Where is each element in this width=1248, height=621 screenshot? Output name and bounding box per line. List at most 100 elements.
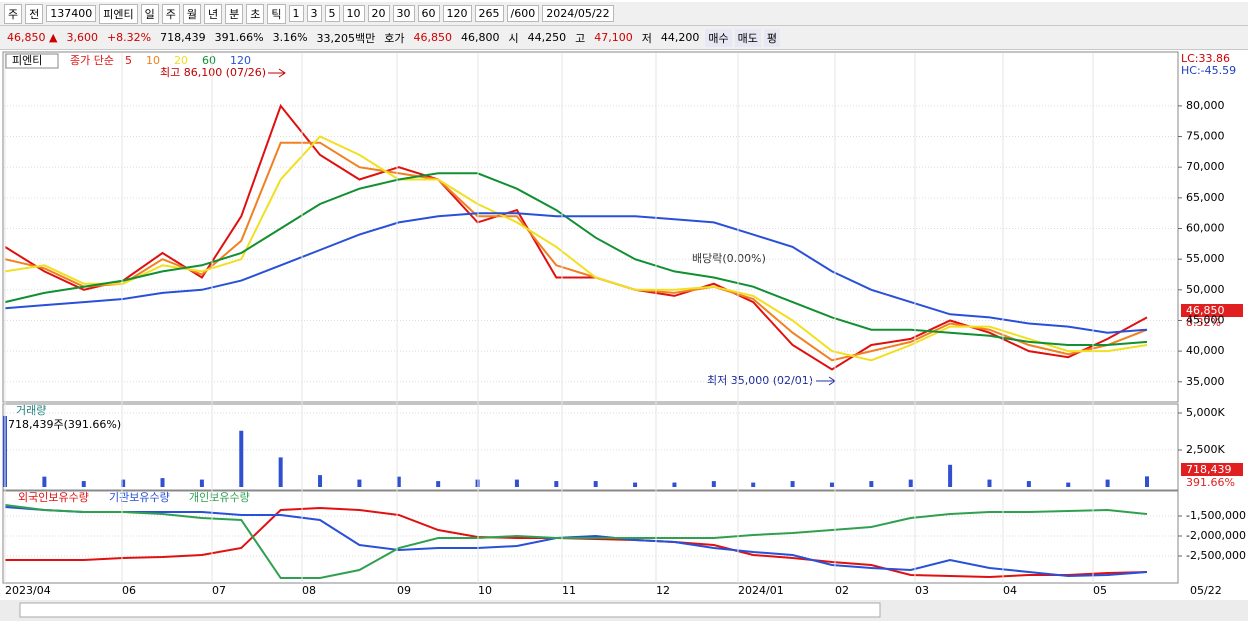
quote-item[interactable]: 46,850: [413, 31, 453, 44]
series-line: [4, 172, 1148, 346]
toolbar-item[interactable]: 137400: [46, 5, 97, 22]
volume-bar: [908, 479, 913, 487]
volume-bar: [751, 482, 756, 487]
series-line: [4, 212, 1148, 334]
stock-name: 피엔티: [12, 54, 42, 67]
toolbar-item[interactable]: 일: [140, 3, 159, 24]
toolbar-item[interactable]: 120: [442, 5, 472, 22]
toolbar-item[interactable]: 10: [342, 5, 365, 22]
toolbar-item[interactable]: 5: [324, 5, 340, 22]
toolbar-item[interactable]: 년: [204, 3, 223, 24]
toolbar-item[interactable]: 틱: [267, 3, 286, 24]
toolbar-item[interactable]: 2024/05/22: [542, 5, 614, 22]
toolbar-item[interactable]: 1: [288, 5, 304, 22]
volume-bar: [948, 464, 953, 487]
quote-item[interactable]: 저: [641, 31, 652, 45]
high-note: 최고 86,100 (07/26): [160, 66, 266, 79]
high-arrow: [268, 68, 286, 78]
volume-bar: [554, 481, 559, 487]
y-tick-label: 55,000: [1186, 252, 1225, 265]
x-tick-label: 09: [397, 584, 411, 597]
legend-entry: 외국인보유수량: [18, 491, 89, 504]
volume-bar: [869, 481, 874, 487]
quote-item[interactable]: 44,250: [527, 31, 567, 44]
quote-item[interactable]: 매도: [734, 28, 761, 47]
series-line: [4, 141, 1148, 362]
volume-bar: [396, 476, 401, 487]
quote-item[interactable]: 3.16%: [272, 31, 308, 44]
quote-item[interactable]: 매수: [705, 28, 732, 47]
y-tick-label: 45,000: [1186, 313, 1225, 326]
volume-bar: [1105, 479, 1110, 487]
toolbar-item[interactable]: 주: [4, 3, 23, 24]
hc-label: HC:-45.59: [1181, 64, 1236, 77]
toolbar-item[interactable]: /600: [506, 5, 540, 22]
toolbar-item[interactable]: 주: [161, 3, 180, 24]
volume-bar: [81, 481, 86, 487]
volume-title: 거래량: [16, 404, 46, 417]
price-panel: [2, 51, 1179, 403]
quote-item[interactable]: 46,800: [461, 31, 500, 44]
toolbar-item[interactable]: 20: [367, 5, 390, 22]
x-tick-label: 12: [656, 584, 670, 597]
quote-item[interactable]: 44,200: [660, 31, 700, 44]
volume-bar: [357, 479, 362, 487]
quote-item[interactable]: 고: [575, 31, 586, 45]
series-line: [4, 103, 1148, 371]
last-ratio: 391.66%: [1186, 476, 1235, 489]
y-tick-label: -2,500,000: [1186, 549, 1246, 562]
volume-bar: [1026, 481, 1031, 487]
volume-bar: [239, 430, 244, 487]
last-volume-box: [1181, 463, 1243, 476]
toolbar-item[interactable]: 전: [25, 3, 44, 24]
quote-item[interactable]: 시: [508, 31, 519, 45]
quote-item[interactable]: 718,439: [160, 31, 206, 44]
volume-bar: [790, 481, 795, 487]
volume-panel: [2, 403, 1179, 491]
x-tick-label: 04: [1003, 584, 1017, 597]
quote-item[interactable]: 46,850 ▲: [7, 31, 58, 44]
last-price-box: [1181, 304, 1243, 317]
volume-bar: [633, 482, 638, 487]
volume-bar: [672, 482, 677, 487]
x-tick-label: 07: [212, 584, 226, 597]
scroll-track[interactable]: [19, 602, 881, 618]
toolbar-item[interactable]: 분: [225, 3, 244, 24]
legend-entry: 20: [174, 54, 188, 67]
quote-item[interactable]: 호가: [384, 31, 405, 45]
volume-bar: [1066, 482, 1071, 487]
toolbar-item[interactable]: 30: [392, 5, 415, 22]
toolbar-item[interactable]: 월: [182, 3, 201, 24]
toolbar-item[interactable]: 265: [474, 5, 504, 22]
y-tick-label: 5,000K: [1186, 406, 1225, 419]
toolbar-item[interactable]: 60: [417, 5, 440, 22]
volume-bar: [829, 482, 834, 487]
last-price: 46,850: [1186, 304, 1225, 317]
quote-item[interactable]: +8.32%: [106, 31, 152, 44]
legend-entry: 60: [202, 54, 216, 67]
quote-item[interactable]: 평: [763, 28, 781, 47]
volume-bar: [278, 457, 283, 487]
y-tick-label: 35,000: [1186, 375, 1225, 388]
volume-bar: [711, 481, 716, 487]
y-tick-label: 75,000: [1186, 130, 1225, 143]
quote-bar: 46,850 ▲ 3,600 +8.32% 718,439 391.66% 3.16% 33…: [0, 26, 1248, 50]
quote-item[interactable]: 33,205백만: [316, 31, 376, 45]
series-line: [4, 504, 1148, 579]
quote-item[interactable]: 47,100: [594, 31, 633, 44]
y-tick-label: 70,000: [1186, 160, 1225, 173]
toolbar: 주 전 137400 피엔티 일 주 월 년 분 초 틱 1 3 5 10 20 30 60 120 265/600 2…: [0, 2, 1248, 26]
volume-bar: [1145, 476, 1149, 487]
volume-bar: [42, 476, 47, 487]
toolbar-item[interactable]: 초: [246, 3, 265, 24]
legend-entry: 120: [230, 54, 251, 67]
quote-item[interactable]: 3,600: [66, 31, 98, 44]
toolbar-item[interactable]: 3: [306, 5, 322, 22]
toolbar-item[interactable]: 피엔티: [99, 3, 138, 24]
volume-bar: [199, 479, 204, 487]
volume-bar: [160, 478, 165, 487]
low-note: 최저 35,000 (02/01): [707, 374, 813, 387]
x-tick-label: 03: [915, 584, 929, 597]
quote-item[interactable]: 391.66%: [214, 31, 264, 44]
